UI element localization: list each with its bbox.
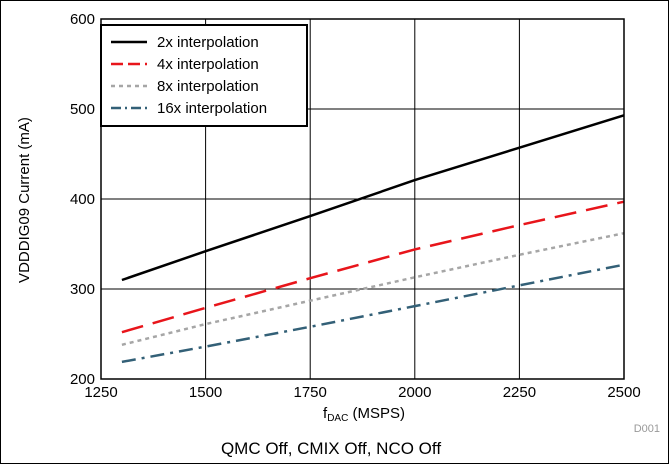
x-tick-label: 1250 xyxy=(84,384,117,401)
figure-id: D001 xyxy=(634,423,660,435)
legend-label-4: 16x interpolation xyxy=(157,100,267,117)
legend-label-1: 2x interpolation xyxy=(157,34,259,51)
x-axis-label-subscript: DAC xyxy=(327,413,348,424)
x-tick-label: 2500 xyxy=(607,384,640,401)
y-axis-label: VDDDIG09 Current (mA) xyxy=(16,117,33,283)
series-line-4 xyxy=(121,263,625,364)
y-tick-label: 600 xyxy=(70,11,95,28)
y-tick-label: 200 xyxy=(70,371,95,388)
series-layer xyxy=(121,114,625,364)
chart-caption: QMC Off, CMIX Off, NCO Off xyxy=(221,439,441,458)
y-tick-labels: 200 300 400 500 600 xyxy=(70,11,95,388)
y-tick-label: 300 xyxy=(70,281,95,298)
series-line-1 xyxy=(121,114,625,282)
x-tick-label: 2250 xyxy=(503,384,536,401)
x-axis-label-unit: (MSPS) xyxy=(348,405,405,422)
x-axis-label-main: f xyxy=(323,405,328,422)
legend-label-3: 8x interpolation xyxy=(157,78,259,95)
series-line-2 xyxy=(121,200,625,334)
y-tick-label: 500 xyxy=(70,101,95,118)
x-tick-label: 1500 xyxy=(189,384,222,401)
legend: 2x interpolation 4x interpolation 8x inter… xyxy=(100,24,308,127)
plot-border xyxy=(100,18,625,380)
legend-label-2: 4x interpolation xyxy=(157,56,259,73)
x-tick-label: 1750 xyxy=(294,384,327,401)
x-tick-labels: 1250 1500 1750 2000 2250 2500 xyxy=(84,384,640,401)
x-tick-label: 2000 xyxy=(398,384,431,401)
series-line-3 xyxy=(121,231,625,347)
x-axis-label: fDAC (MSPS) xyxy=(323,405,405,424)
y-tick-label: 400 xyxy=(70,191,95,208)
